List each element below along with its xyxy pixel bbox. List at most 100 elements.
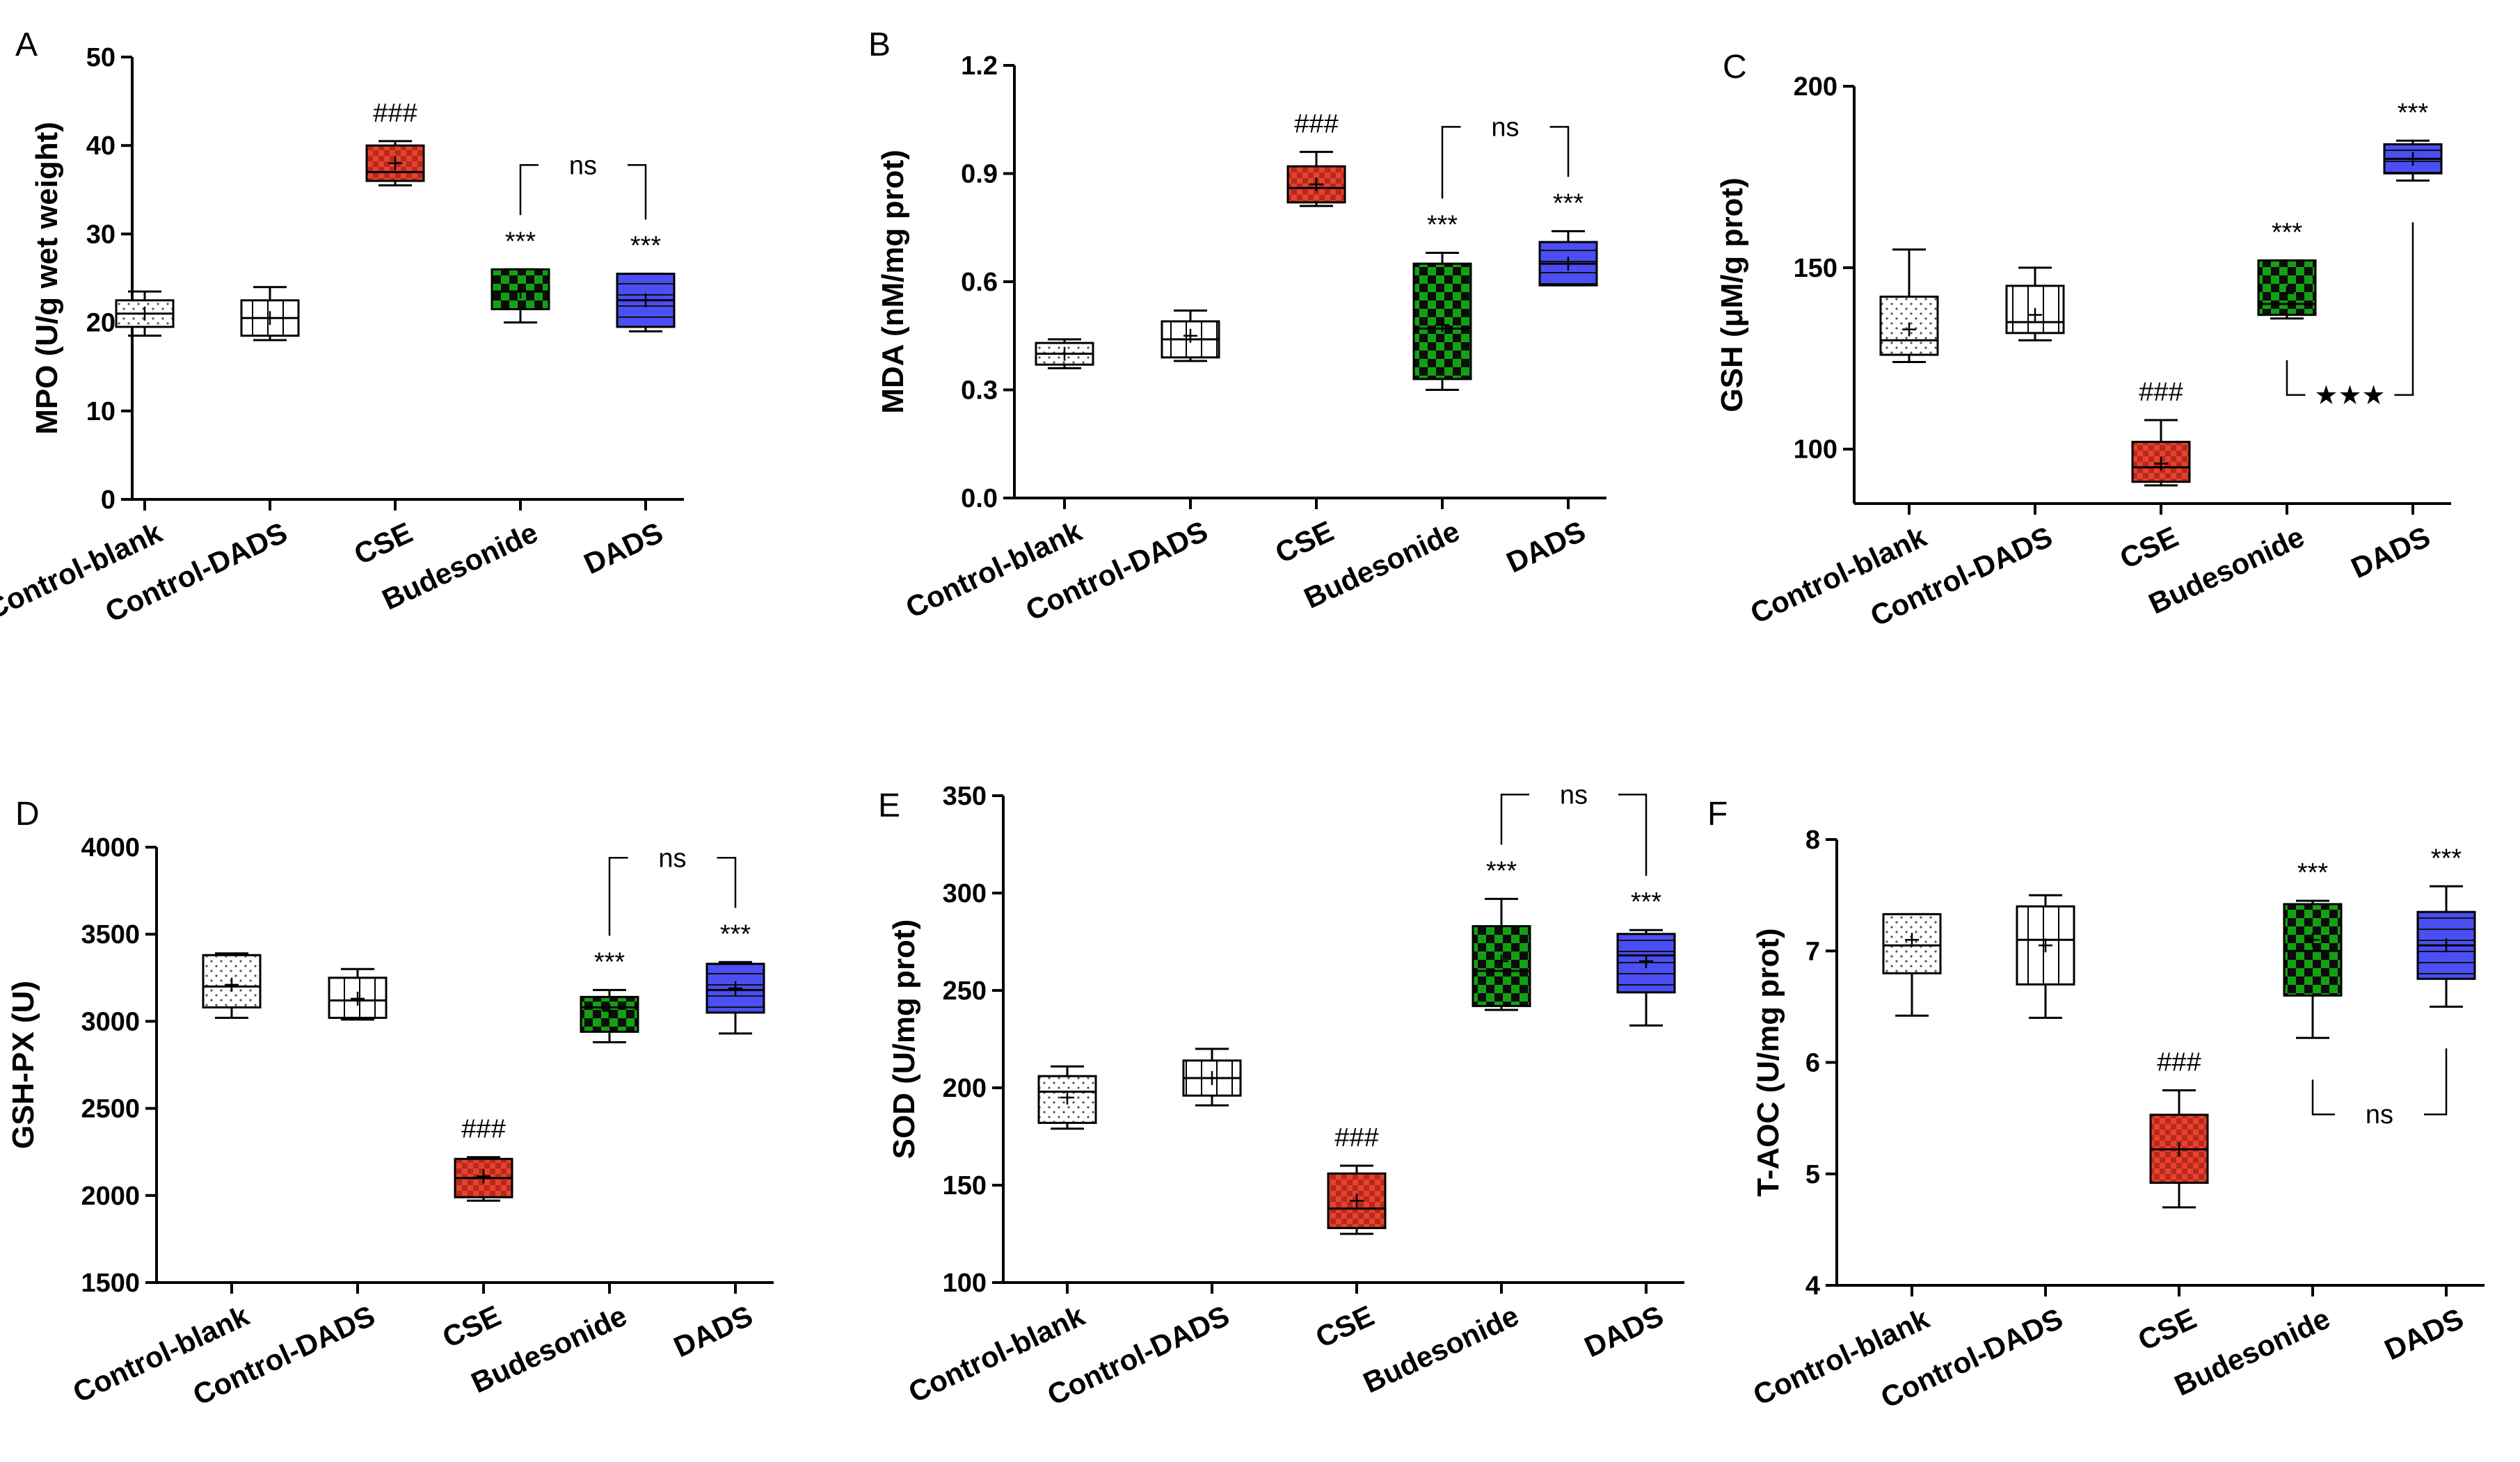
y-tick-label: 0.3 xyxy=(961,376,998,405)
box-cse xyxy=(2131,419,2191,487)
y-tick-label: 20 xyxy=(86,309,115,338)
x-category-label: DADS xyxy=(669,1299,758,1364)
box-control-blank xyxy=(202,952,262,1019)
significance-label: ### xyxy=(2139,378,2183,407)
significance-label: *** xyxy=(2272,218,2303,247)
y-axis-title: MPO (U/g wet weight) xyxy=(30,122,64,435)
box-control-dads xyxy=(240,286,300,342)
bracket-left xyxy=(1441,126,1461,199)
panel-letter: D xyxy=(15,796,40,833)
y-tick-label: 0 xyxy=(101,485,115,515)
comparison-bracket: ns xyxy=(1441,113,1570,199)
box-control-dads xyxy=(1161,309,1220,362)
significance-label: *** xyxy=(505,227,536,256)
box-budesonide xyxy=(2283,899,2343,1039)
box-dads xyxy=(705,961,765,1035)
y-tick-label: 150 xyxy=(1794,254,1837,283)
y-tick-label: 4000 xyxy=(81,833,140,862)
y-tick-label: 100 xyxy=(943,1269,987,1298)
box-dads xyxy=(2416,885,2476,1008)
y-tick-label: 0.9 xyxy=(961,160,998,189)
comparison-bracket: ns xyxy=(519,151,647,220)
box-control-blank xyxy=(1879,248,1939,364)
y-tick-label: 50 xyxy=(86,43,115,72)
bracket-right xyxy=(717,857,737,908)
panel-letter: B xyxy=(868,26,891,63)
box-cse xyxy=(1327,1164,1387,1235)
significance-label: ### xyxy=(1334,1123,1378,1152)
y-tick-label: 40 xyxy=(86,131,115,161)
bracket-right xyxy=(1618,794,1648,876)
y-tick-label: 1.2 xyxy=(961,51,998,81)
comparison-bracket: ns xyxy=(1500,780,1648,876)
box-dads xyxy=(1616,929,1676,1027)
x-category-label: Budesonide xyxy=(1358,1299,1524,1399)
y-tick-label: 300 xyxy=(943,879,987,908)
bracket-right xyxy=(628,164,647,220)
y-axis-title: GSH-PX (U) xyxy=(6,981,40,1149)
y-tick-label: 6 xyxy=(1805,1049,1820,1078)
y-tick-label: 2000 xyxy=(81,1182,140,1211)
box-body xyxy=(2283,903,2343,997)
x-category-label: CSE xyxy=(349,516,417,571)
y-tick-label: 200 xyxy=(1794,72,1837,102)
y-tick-label: 4 xyxy=(1805,1271,1820,1301)
bracket-right xyxy=(2394,222,2414,396)
y-axis-title: SOD (U/mg prot) xyxy=(887,919,921,1159)
significance-label: *** xyxy=(2297,858,2329,887)
y-tick-label: 200 xyxy=(943,1074,987,1103)
box-dads xyxy=(2383,139,2443,182)
box-dads xyxy=(1538,230,1598,287)
panel-letter: A xyxy=(15,26,38,63)
y-tick-label: 0.6 xyxy=(961,268,998,297)
y-tick-label: 350 xyxy=(943,782,987,811)
bracket-left xyxy=(519,164,539,216)
y-axis-title: GSH (μM/g prot) xyxy=(1715,177,1749,412)
box-control-dads xyxy=(2016,894,2075,1019)
y-tick-label: 150 xyxy=(943,1171,987,1200)
significance-label: *** xyxy=(720,919,751,949)
significance-label: *** xyxy=(1553,188,1584,218)
y-tick-label: 10 xyxy=(86,397,115,426)
box-body xyxy=(1327,1172,1387,1230)
significance-label: ### xyxy=(1294,109,1338,138)
panel-letter: C xyxy=(1723,49,1747,86)
bracket-label: ns xyxy=(1491,113,1519,142)
comparison-bracket: ns xyxy=(608,844,737,936)
bracket-left xyxy=(2311,1079,2335,1116)
box-control-blank xyxy=(115,290,175,337)
y-tick-label: 30 xyxy=(86,220,115,249)
y-tick-label: 1500 xyxy=(81,1269,140,1298)
box-budesonide xyxy=(2257,259,2317,320)
box-control-blank xyxy=(1037,1065,1097,1130)
y-tick-label: 2500 xyxy=(81,1095,140,1124)
panel-letter: E xyxy=(878,787,900,824)
box-cse xyxy=(365,140,425,186)
bracket-right xyxy=(2424,1048,2448,1116)
box-control-dads xyxy=(1182,1047,1242,1107)
box-control-dads xyxy=(328,967,388,1021)
box-body xyxy=(2131,440,2191,483)
box-control-blank xyxy=(1035,338,1094,369)
box-cse xyxy=(2149,1089,2209,1209)
box-budesonide xyxy=(491,268,550,324)
box-budesonide xyxy=(1472,897,1531,1011)
x-category-label: DADS xyxy=(579,516,668,581)
bracket-label: ns xyxy=(1560,780,1588,810)
box-control-blank xyxy=(1882,913,1942,1017)
x-category-label: DADS xyxy=(1501,515,1590,579)
bracket-label: ns xyxy=(569,151,597,180)
comparison-bracket: ns xyxy=(2311,1048,2448,1130)
significance-label: *** xyxy=(2398,98,2429,127)
box-control-dads xyxy=(2005,266,2065,342)
y-axis-title: MDA (nM/mg prot) xyxy=(876,150,910,414)
y-tick-label: 8 xyxy=(1805,826,1820,855)
significance-label: ### xyxy=(373,99,417,128)
box-dads xyxy=(616,273,676,332)
